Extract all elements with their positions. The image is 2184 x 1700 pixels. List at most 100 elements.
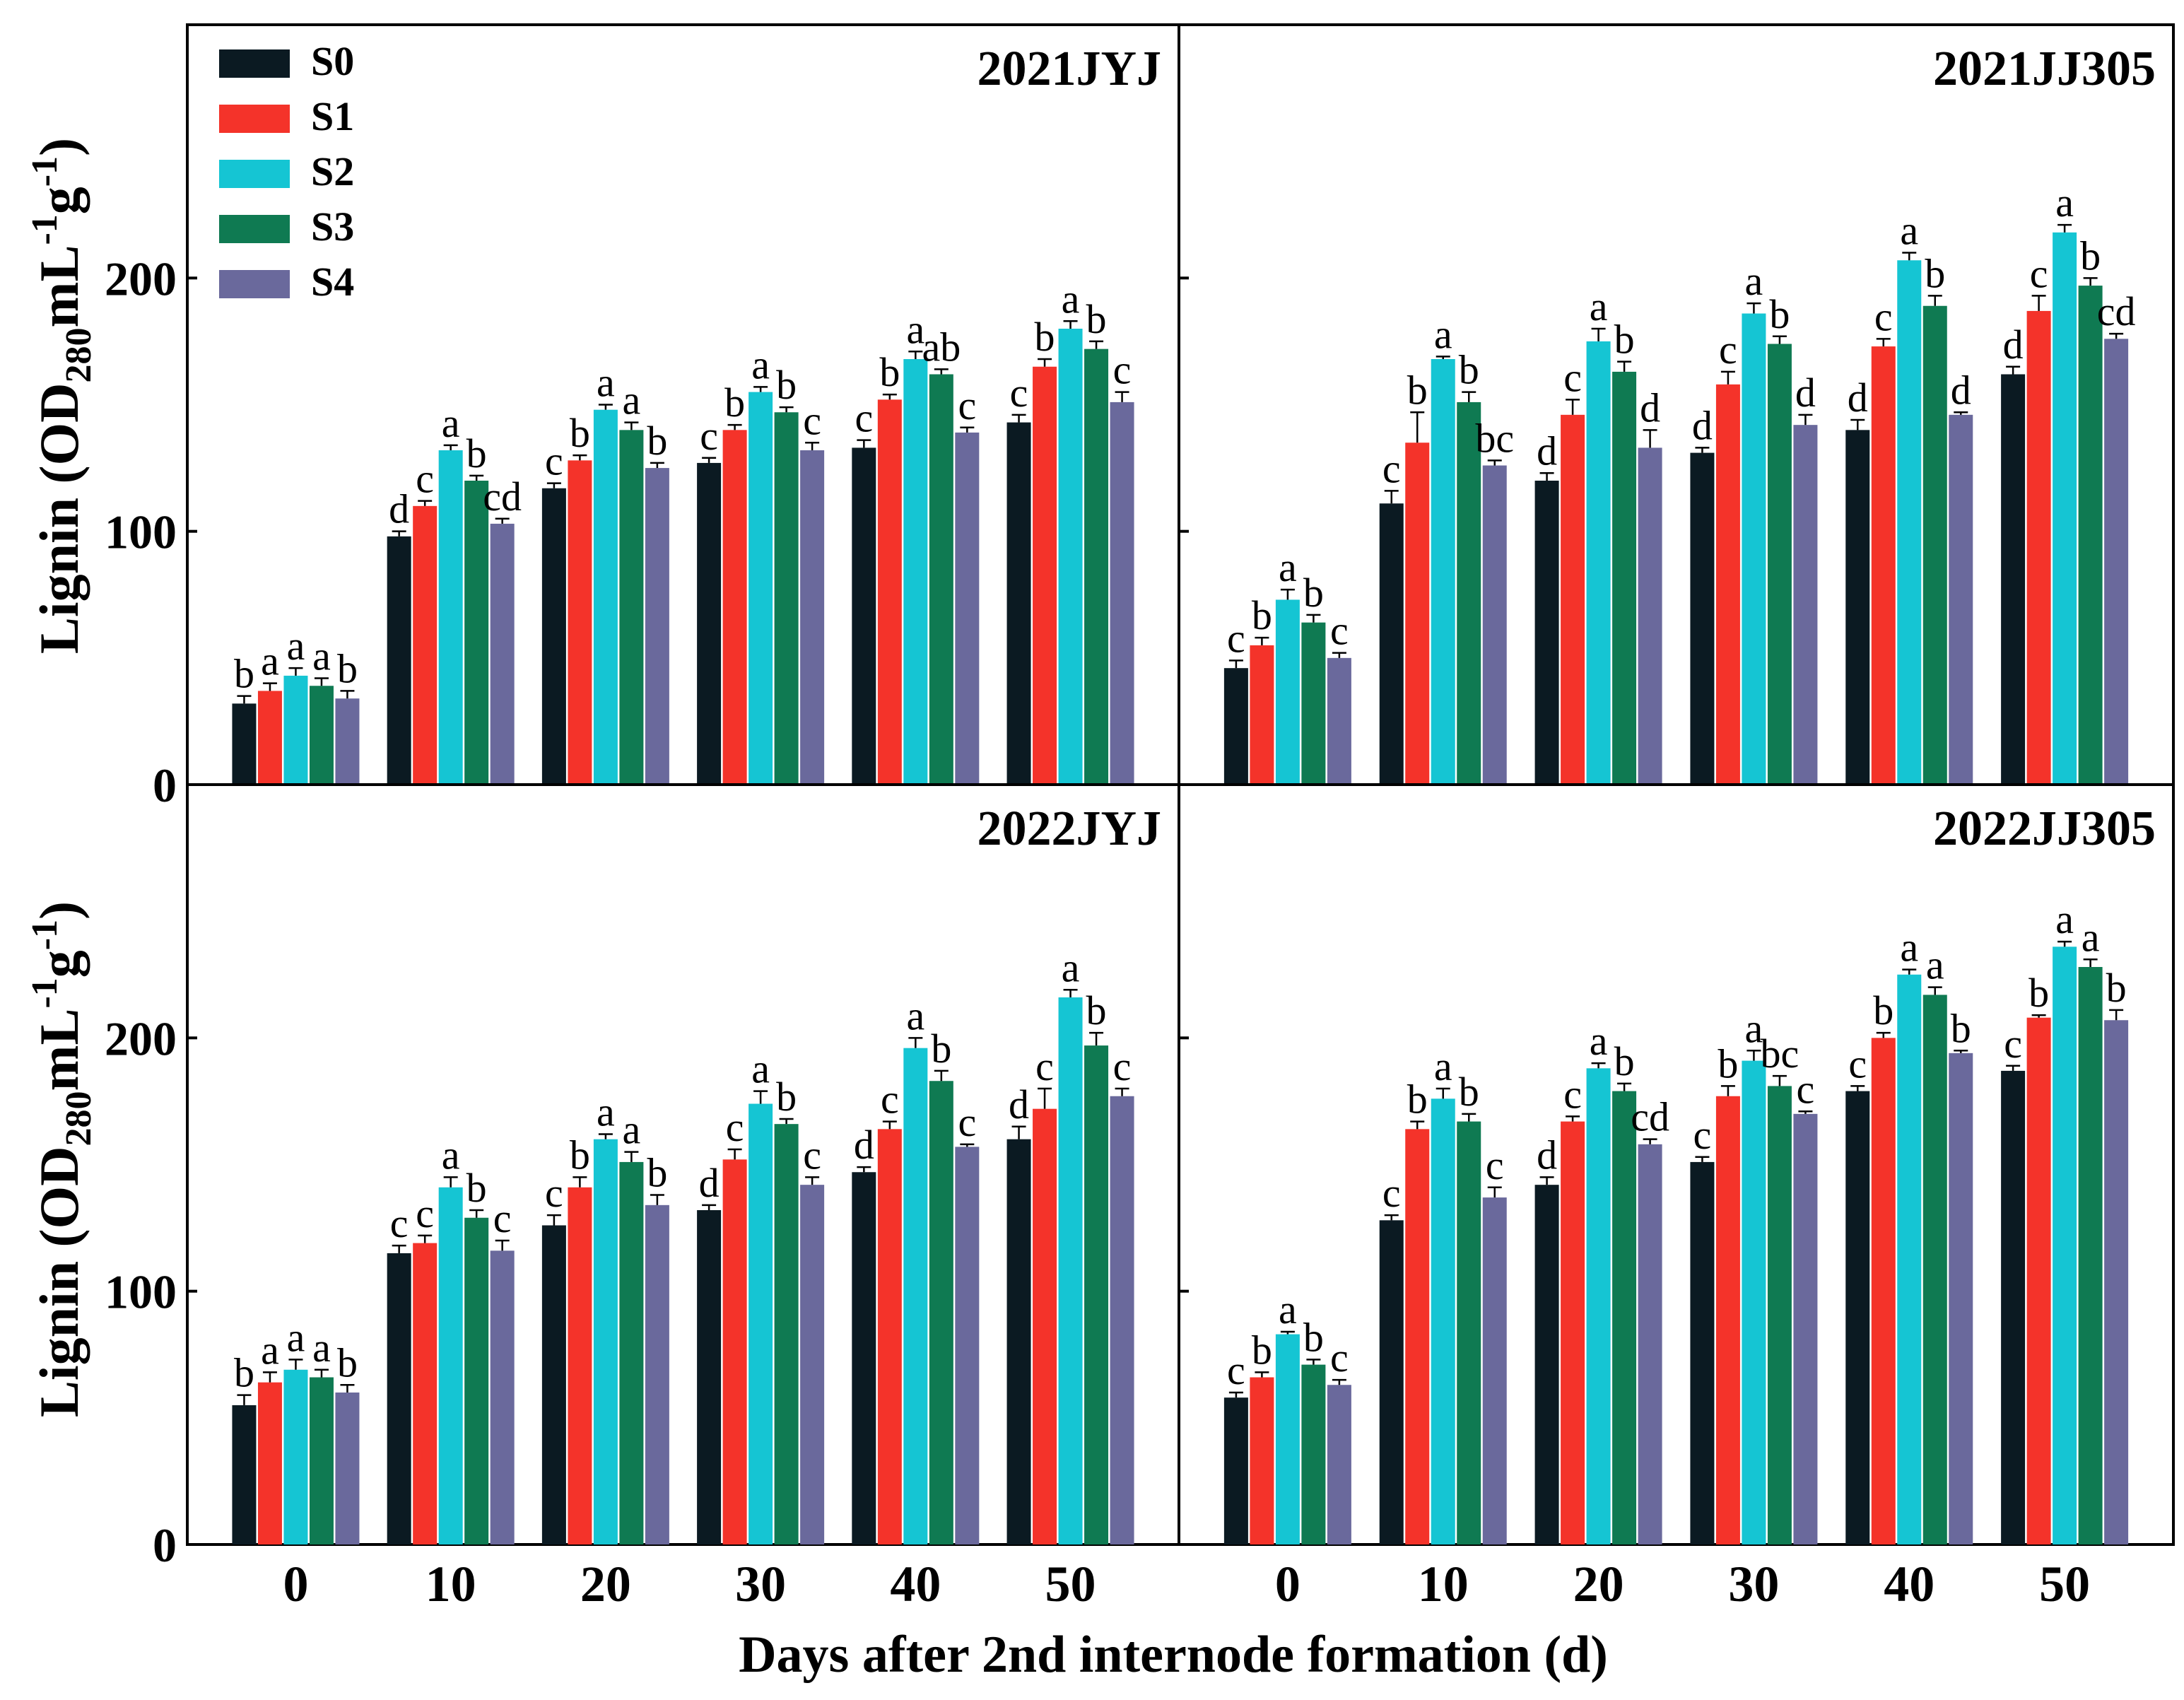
legend-label-S3: S3 bbox=[311, 204, 354, 250]
bar-S0-20 bbox=[541, 1225, 566, 1544]
significance-letter: c bbox=[855, 395, 873, 441]
bar-S1-0 bbox=[1250, 1377, 1274, 1544]
bar-S4-0 bbox=[1327, 1385, 1351, 1544]
y-axis-label-bottom: Lignin (OD280mL-1g-1) bbox=[25, 901, 99, 1417]
legend-swatch-S4 bbox=[219, 270, 290, 298]
significance-letter: b bbox=[879, 349, 900, 395]
bar-S3-30 bbox=[774, 412, 799, 785]
significance-letter: c bbox=[803, 397, 821, 443]
panel-title: 2022JJ305 bbox=[1933, 802, 2156, 856]
y-tick-label: 0 bbox=[153, 1518, 177, 1572]
bar-S3-0 bbox=[1301, 622, 1326, 785]
bar-S1-50 bbox=[2026, 310, 2051, 785]
significance-letter: b bbox=[2029, 970, 2049, 1016]
significance-letter: c bbox=[700, 413, 718, 459]
significance-letter: a bbox=[1062, 944, 1080, 990]
significance-letter: b bbox=[1614, 1038, 1635, 1084]
significance-letter: a bbox=[623, 377, 641, 423]
bar-S0-10 bbox=[387, 1253, 411, 1544]
ylabel-subscript: 280 bbox=[59, 328, 99, 383]
ylabel-unit-g: g bbox=[28, 950, 90, 978]
significance-letter: b bbox=[1303, 570, 1324, 616]
x-tick-label: 0 bbox=[1275, 1556, 1301, 1612]
significance-letter: b bbox=[1459, 1069, 1479, 1115]
bar-S2-0 bbox=[283, 675, 308, 785]
significance-letter: b bbox=[570, 410, 590, 456]
significance-letter: a bbox=[1590, 283, 1608, 329]
significance-letter: a bbox=[1745, 1005, 1763, 1051]
bar-S3-30 bbox=[1767, 344, 1792, 785]
bar-S2-10 bbox=[438, 1187, 463, 1544]
significance-letter: bc bbox=[1475, 415, 1514, 461]
ylabel-superscript-1: -1 bbox=[25, 978, 65, 1008]
significance-letter: a bbox=[906, 306, 924, 352]
bar-S2-30 bbox=[748, 392, 773, 785]
bar-S4-0 bbox=[335, 1393, 360, 1544]
bar-S1-50 bbox=[1033, 366, 1057, 785]
bar-S1-40 bbox=[877, 1129, 902, 1544]
significance-letter: c bbox=[545, 1170, 563, 1216]
legend-swatch-S3 bbox=[219, 215, 290, 243]
bar-S4-30 bbox=[1793, 425, 1818, 785]
significance-letter: c bbox=[1227, 1347, 1245, 1393]
significance-letter: b bbox=[1252, 1327, 1272, 1373]
significance-letter: bc bbox=[1761, 1031, 1800, 1077]
ylabel-unit-g: g bbox=[28, 187, 90, 214]
significance-letter: a bbox=[1590, 1018, 1608, 1064]
significance-letter: a bbox=[312, 633, 331, 679]
bar-S4-20 bbox=[645, 1204, 669, 1544]
significance-letter: d bbox=[854, 1122, 874, 1168]
bar-S3-10 bbox=[1457, 1121, 1481, 1544]
x-tick-label: 50 bbox=[2039, 1556, 2090, 1612]
ylabel-close: ) bbox=[28, 901, 90, 920]
legend-label-S4: S4 bbox=[311, 259, 354, 305]
legend-swatch-S1 bbox=[219, 105, 290, 133]
panel-title: 2021JYJ bbox=[977, 42, 1161, 96]
bar-S3-40 bbox=[929, 1081, 953, 1544]
bar-S2-10 bbox=[438, 450, 463, 785]
bar-S0-20 bbox=[1534, 481, 1559, 785]
bar-S0-30 bbox=[1690, 452, 1715, 785]
significance-letter: b bbox=[1407, 367, 1428, 413]
bar-S1-30 bbox=[722, 430, 747, 785]
bar-S4-50 bbox=[1110, 1096, 1134, 1544]
significance-letter: b bbox=[1086, 987, 1107, 1033]
bar-S0-30 bbox=[697, 462, 722, 785]
bar-S0-30 bbox=[697, 1210, 722, 1544]
significance-letter: d bbox=[1537, 1132, 1557, 1178]
bar-S3-40 bbox=[929, 374, 953, 785]
significance-letter: ab bbox=[922, 324, 961, 370]
significance-letter: c bbox=[1227, 615, 1245, 661]
ylabel-superscript-2: -1 bbox=[25, 920, 65, 950]
significance-letter: b bbox=[1086, 296, 1107, 342]
significance-letter: b bbox=[1459, 347, 1479, 393]
bar-S3-30 bbox=[774, 1124, 799, 1544]
significance-letter: cd bbox=[2097, 288, 2136, 334]
bar-S0-40 bbox=[1845, 430, 1870, 785]
significance-letter: a bbox=[287, 1314, 305, 1360]
y-tick-label: 200 bbox=[105, 1012, 177, 1065]
bar-S0-10 bbox=[387, 536, 411, 785]
x-axis-label: Days after 2nd internode formation (d) bbox=[739, 1626, 1608, 1684]
bar-S1-10 bbox=[413, 505, 438, 785]
significance-letter: b bbox=[776, 1074, 797, 1120]
bar-S0-30 bbox=[1690, 1161, 1715, 1544]
significance-letter: c bbox=[1330, 608, 1349, 654]
significance-letter: b bbox=[337, 1340, 358, 1385]
significance-letter: d bbox=[1640, 385, 1660, 430]
bar-S2-20 bbox=[593, 409, 618, 785]
significance-letter: c bbox=[1113, 1043, 1132, 1089]
x-tick-label: 0 bbox=[283, 1556, 308, 1612]
bar-S1-10 bbox=[413, 1243, 438, 1544]
significance-letter: c bbox=[1693, 1112, 1712, 1158]
x-tick-label: 40 bbox=[890, 1556, 941, 1612]
x-tick-label: 10 bbox=[425, 1556, 476, 1612]
y-tick-label: 200 bbox=[105, 252, 177, 305]
bar-S0-20 bbox=[1534, 1185, 1559, 1544]
bar-S0-50 bbox=[2001, 1070, 2026, 1544]
bar-S1-0 bbox=[1250, 645, 1274, 785]
significance-letter: b bbox=[647, 418, 667, 464]
significance-letter: b bbox=[1951, 1005, 1971, 1051]
